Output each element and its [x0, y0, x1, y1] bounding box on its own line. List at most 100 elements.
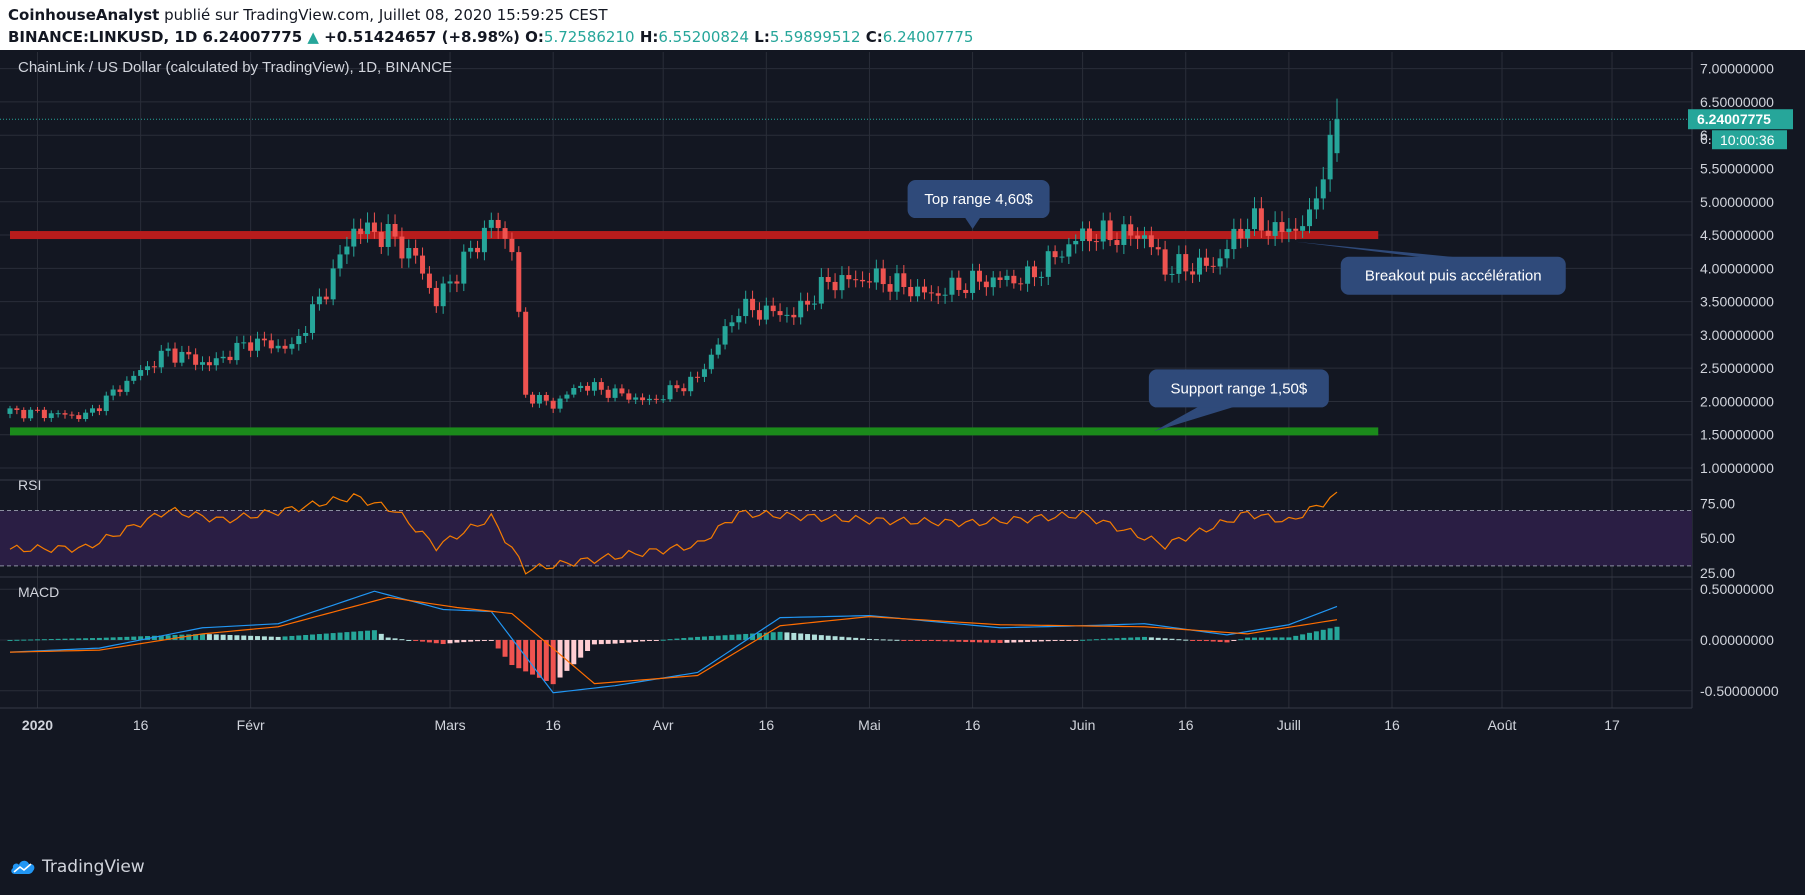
- candle-body: [495, 219, 501, 229]
- price-tick-label: 7.00000000: [1700, 61, 1774, 77]
- candle-body: [358, 228, 364, 235]
- candle-body: [255, 338, 261, 351]
- candle-body: [1004, 275, 1010, 280]
- open-label: O:: [525, 28, 544, 46]
- candle-body: [1245, 229, 1251, 239]
- candle-body: [873, 268, 879, 283]
- candle-body: [248, 342, 254, 351]
- histogram-bar: [756, 633, 762, 640]
- histogram-bar: [7, 639, 13, 641]
- histogram-bar: [90, 638, 96, 640]
- price-tick-label: 1.00000000: [1700, 460, 1774, 476]
- candle-body: [275, 345, 281, 349]
- candle-body: [646, 398, 652, 401]
- author-name[interactable]: CoinhouseAnalyst: [8, 6, 160, 24]
- candle-body: [426, 273, 432, 288]
- candle-body: [1183, 254, 1189, 272]
- candle-body: [578, 385, 584, 389]
- candle-body: [1025, 266, 1031, 284]
- candle-body: [550, 400, 556, 409]
- candle-body: [612, 388, 618, 398]
- histogram-bar: [818, 635, 824, 640]
- candle-body: [296, 335, 302, 345]
- candle-body: [908, 286, 914, 297]
- candle-body: [949, 277, 955, 295]
- breakout-callout-text: Breakout puis accélération: [1365, 268, 1542, 285]
- candle-body: [901, 273, 907, 287]
- candle-body: [1080, 228, 1086, 242]
- histogram-bar: [76, 638, 82, 640]
- top-range-callout-box: [907, 180, 1050, 219]
- countdown-text: 10:00:36: [1720, 132, 1775, 148]
- histogram-bar: [96, 637, 102, 640]
- candle-body: [536, 395, 542, 404]
- histogram-bar: [1080, 639, 1086, 641]
- time-axis-label: Août: [1488, 717, 1517, 733]
- candle-body: [1293, 228, 1299, 231]
- support-range-callout: Support range 1,50$: [1148, 369, 1329, 432]
- macd-tick-label: 0.50000000: [1700, 581, 1774, 597]
- histogram-bar: [14, 639, 20, 641]
- time-axis-label: 2020: [22, 717, 53, 733]
- candle-body: [805, 300, 811, 305]
- candle-body: [866, 281, 872, 283]
- chart-area[interactable]: ChainLink / US Dollar (calculated by Tra…: [0, 50, 1805, 847]
- candle-body: [701, 369, 707, 377]
- candle-body: [791, 314, 797, 318]
- histogram-bar: [440, 639, 446, 645]
- candle-body: [1121, 224, 1127, 245]
- candle-body: [983, 281, 989, 288]
- histogram-bar: [578, 639, 584, 658]
- candle-body: [392, 224, 398, 237]
- candle-body: [1011, 275, 1017, 284]
- candle-body: [770, 305, 776, 312]
- candle-body: [261, 338, 267, 341]
- histogram-bar: [48, 639, 54, 641]
- macd-title: MACD: [18, 584, 59, 600]
- rsi-tick-label: 50.00: [1700, 530, 1735, 546]
- histogram-bar: [1176, 639, 1182, 641]
- histogram-bar: [303, 634, 309, 640]
- histogram-bar: [509, 639, 515, 666]
- candle-body: [1190, 271, 1196, 275]
- histogram-bar: [736, 634, 742, 640]
- candle-body: [887, 284, 893, 292]
- candle-body: [1141, 235, 1147, 239]
- histogram-bar: [880, 639, 886, 641]
- histogram-bar: [825, 635, 831, 640]
- candle-body: [818, 276, 824, 304]
- candle-body: [729, 322, 735, 327]
- candle-body: [193, 354, 199, 365]
- candle-body: [915, 286, 921, 297]
- histogram-bar: [1327, 628, 1333, 640]
- candle-body: [1018, 283, 1024, 285]
- candle-body: [1162, 249, 1168, 275]
- histogram-bar: [956, 639, 962, 642]
- histogram-bar: [770, 632, 776, 640]
- histogram-bar: [791, 632, 797, 640]
- histogram-bar: [241, 635, 247, 640]
- last-price: 6.24007775: [202, 28, 303, 46]
- candle-body: [1052, 251, 1058, 258]
- header: CoinhouseAnalyst publié sur TradingView.…: [0, 0, 1805, 50]
- candles: [7, 98, 1340, 422]
- candle-body: [241, 342, 247, 344]
- breakout-callout-box: [1340, 256, 1566, 295]
- macd-histogram: [7, 626, 1340, 685]
- histogram-bar: [866, 638, 872, 640]
- tradingview-logo[interactable]: TradingView: [10, 857, 145, 877]
- histogram-bar: [378, 633, 384, 640]
- candle-body: [41, 409, 47, 419]
- candle-body: [1217, 258, 1223, 267]
- candle-body: [653, 398, 659, 400]
- candle-body: [976, 270, 982, 282]
- histogram-bar: [1190, 639, 1196, 641]
- histogram-bar: [695, 636, 701, 640]
- histogram-bar: [365, 630, 371, 640]
- histogram-bar: [536, 639, 542, 678]
- candle-body: [839, 275, 845, 291]
- candle-body: [963, 289, 969, 293]
- top-range-callout: Top range 4,60$: [907, 180, 1050, 230]
- candle-body: [1272, 222, 1278, 236]
- histogram-bar: [165, 635, 171, 640]
